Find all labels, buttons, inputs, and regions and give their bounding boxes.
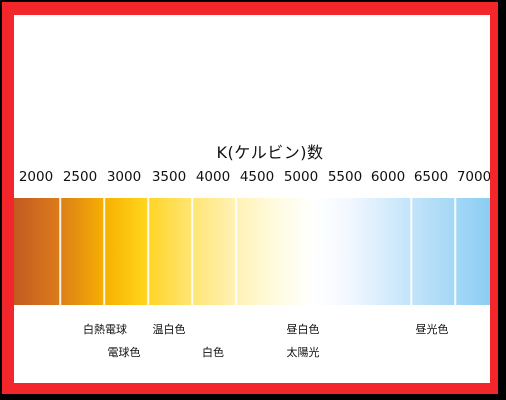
band-divider	[103, 198, 105, 305]
label-daylight: 昼光色	[415, 323, 449, 336]
tick-label: 2500	[62, 169, 98, 185]
label-sunlight: 太陽光	[286, 346, 320, 359]
band-divider	[59, 198, 61, 305]
tick-label: 6500	[413, 169, 449, 185]
label-bulb-color: 電球色	[107, 346, 141, 359]
tick-label: 3500	[151, 169, 187, 185]
tick-label: 6000	[370, 169, 406, 185]
color-temperature-diagram: K(ケルビン)数 2000 2500 3000 3500 4000 4500 5…	[14, 15, 490, 383]
tick-label: 7000	[456, 169, 490, 185]
red-frame: K(ケルビン)数 2000 2500 3000 3500 4000 4500 5…	[2, 2, 498, 394]
band-divider	[410, 198, 412, 305]
tick-label: 4500	[239, 169, 275, 185]
label-white: 白色	[202, 346, 224, 359]
tick-label: 4000	[195, 169, 231, 185]
band-divider	[454, 198, 456, 305]
tick-label: 5500	[327, 169, 363, 185]
tick-label: 2000	[18, 169, 54, 185]
label-neutral-white: 昼白色	[286, 323, 320, 336]
band-divider	[147, 198, 149, 305]
band-divider	[191, 198, 193, 305]
tick-label: 3000	[106, 169, 142, 185]
band-divider	[235, 198, 237, 305]
tick-label: 5000	[283, 169, 319, 185]
label-incandescent: 白熱電球	[83, 323, 127, 336]
label-warm-white: 温白色	[152, 323, 186, 336]
color-temperature-gradient	[14, 198, 490, 305]
diagram-title: K(ケルビン)数	[216, 143, 324, 162]
